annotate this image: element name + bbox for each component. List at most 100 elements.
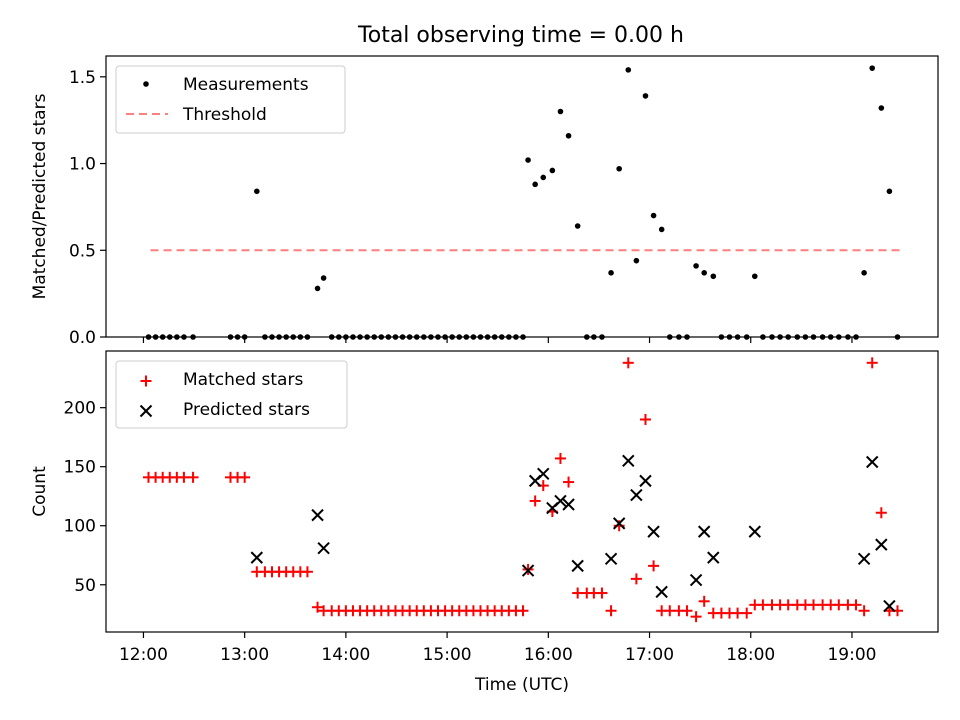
marker-stroke	[748, 525, 762, 538]
predicted-star-point	[875, 538, 888, 551]
measurement-point	[549, 167, 556, 174]
measurement-point	[406, 334, 413, 340]
measurement-point	[583, 334, 590, 340]
measurement-point	[777, 334, 783, 340]
legend-label-measurements: Measurements	[183, 75, 309, 95]
legend-top: Measurements Threshold	[115, 65, 346, 134]
measurement-point	[760, 334, 766, 340]
measurement-point	[227, 334, 234, 340]
measurement-point	[421, 334, 427, 340]
matched-star-point	[875, 507, 887, 519]
measurement-point	[557, 108, 564, 115]
measurement-point	[599, 334, 605, 340]
measurement-point	[152, 334, 159, 340]
predicted-star-point	[562, 498, 575, 511]
measurement-point	[498, 334, 505, 340]
marker-stroke	[866, 455, 879, 469]
measurement-point	[574, 223, 581, 229]
measurement-point	[435, 334, 441, 340]
measurement-point	[314, 285, 321, 292]
marker-stroke	[647, 525, 660, 538]
measurement-point	[166, 334, 173, 340]
measurement-point	[633, 257, 640, 264]
measurement-point	[385, 334, 392, 340]
measurement-point	[565, 132, 572, 139]
measurement-point	[827, 334, 834, 340]
measurement-point	[861, 270, 867, 276]
matched-star-point	[596, 587, 608, 599]
measurement-point	[254, 188, 260, 195]
measurement-point	[743, 334, 750, 340]
predicted-star-point	[689, 573, 703, 587]
measurement-point	[428, 334, 434, 340]
predicted-star-point	[883, 599, 896, 613]
matched-star-point	[622, 357, 634, 369]
measurement-point	[802, 334, 809, 340]
matched-star-point	[605, 605, 617, 617]
measurement-point	[506, 334, 512, 340]
marker-stroke	[521, 564, 535, 577]
y-tick-label: 1.0	[69, 155, 96, 175]
marker-stroke	[311, 508, 324, 522]
measurement-point	[878, 105, 885, 111]
matched-star-point	[312, 601, 324, 613]
legend-marker-predicted	[139, 404, 153, 418]
matched-star-point	[698, 595, 710, 607]
marker-stroke	[639, 474, 652, 488]
measurement-point	[894, 334, 901, 340]
matched-star-point	[529, 495, 541, 507]
measurement-point	[159, 334, 166, 340]
measurement-point	[525, 157, 531, 163]
marker-stroke	[317, 541, 330, 555]
measurement-point	[463, 334, 470, 340]
measurement-point	[413, 334, 420, 340]
marker-stroke	[554, 494, 567, 508]
measurement-point	[676, 334, 682, 340]
predicted-star-point	[521, 564, 535, 577]
marker-stroke	[604, 552, 618, 566]
marker-stroke	[883, 599, 896, 613]
predicted-star-point	[612, 517, 626, 530]
matched-star-point	[866, 357, 878, 369]
measurement-point	[650, 212, 657, 219]
measurement-point	[320, 275, 327, 281]
y-axis-label: Count	[30, 466, 50, 517]
measurement-point	[785, 334, 791, 340]
x-tick-label: 13:00	[220, 645, 269, 665]
y-tick-label: 100	[64, 517, 96, 537]
marker-stroke	[697, 525, 711, 538]
measurement-point	[392, 334, 399, 340]
matched-star-point	[563, 476, 575, 488]
legend-marker-measurements	[143, 81, 149, 87]
measurement-point	[328, 334, 335, 340]
legend-label-predicted: Predicted stars	[183, 400, 310, 420]
chart-title: Total observing time = 0.00 h	[357, 23, 684, 48]
x-tick-label: 17:00	[625, 645, 674, 665]
measurement-point	[491, 334, 498, 340]
y-tick-label: 1.5	[69, 68, 96, 88]
marker-stroke	[707, 551, 720, 564]
measurement-point	[371, 334, 378, 340]
marker-stroke	[689, 573, 703, 587]
predicted-star-point	[857, 552, 871, 566]
predicted-star-point	[622, 454, 635, 468]
measurement-point	[145, 334, 152, 340]
y-axis-label: Matched/Predicted stars	[30, 93, 50, 299]
measurement-point	[190, 334, 196, 340]
measurement-point	[710, 273, 717, 280]
marker-stroke	[655, 585, 668, 599]
x-axis-label: Time (UTC)	[474, 675, 569, 695]
measurement-point	[845, 334, 851, 340]
legend-box	[115, 360, 348, 429]
measurement-point	[532, 181, 538, 188]
marker-stroke	[875, 538, 888, 551]
predicted-star-point	[866, 455, 879, 469]
predicted-star-point	[647, 525, 660, 538]
predicted-star-point	[655, 585, 668, 599]
measurement-point	[769, 334, 775, 340]
measurement-point	[297, 334, 304, 340]
x-tick-label: 19:00	[827, 645, 876, 665]
predicted-star-point	[639, 474, 652, 488]
x-tick-label: 12:00	[119, 645, 168, 665]
predicted-star-point	[571, 559, 584, 573]
